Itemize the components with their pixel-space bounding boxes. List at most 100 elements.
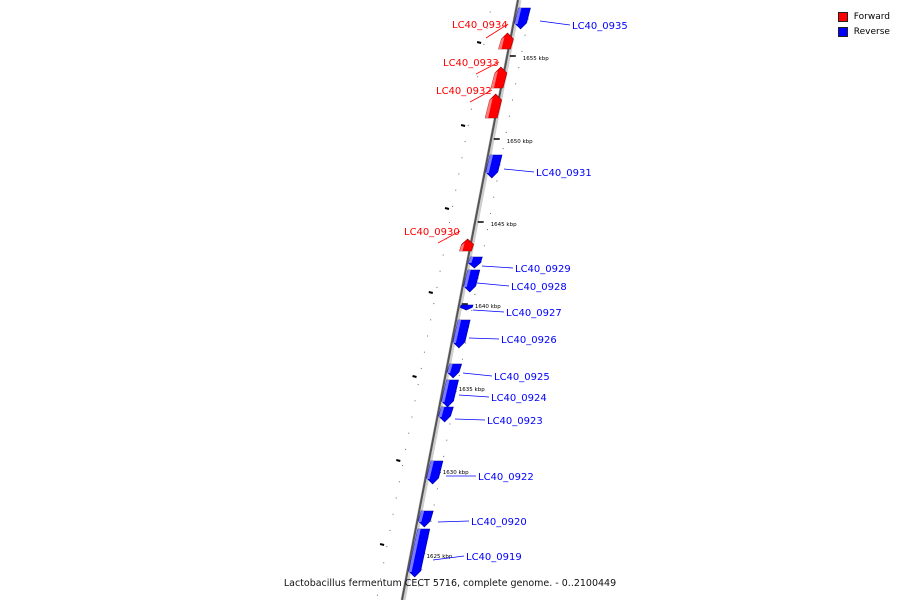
gene-name[interactable]: LC40_0934	[452, 20, 508, 31]
major-tick	[476, 41, 482, 44]
major-tick	[379, 543, 385, 546]
leader-line	[475, 61, 500, 75]
gene-label-LC40_0931[interactable]: LC40_0931	[503, 168, 592, 179]
gene-highlight	[426, 461, 434, 479]
gene-label-LC40_0920[interactable]: LC40_0920	[437, 517, 527, 528]
gene-label-LC40_0935[interactable]: LC40_0935	[539, 20, 628, 32]
gene-label-LC40_0919[interactable]: LC40_0919	[432, 552, 522, 563]
scale-label: 1645 kbp	[491, 222, 517, 228]
gene-label-LC40_0927[interactable]: LC40_0927	[472, 308, 562, 319]
gene-feature-LC40_0923[interactable]	[438, 406, 454, 423]
leader-line	[462, 372, 493, 377]
leader-line	[432, 555, 465, 561]
gene-feature-LC40_0928[interactable]	[463, 269, 481, 293]
gene-name[interactable]: LC40_0925	[494, 372, 550, 383]
gene-feature-LC40_0924[interactable]	[441, 379, 459, 408]
scale-label: 1650 kbp	[507, 139, 533, 145]
gene-name[interactable]: LC40_0919	[466, 552, 522, 563]
gene-highlight	[441, 380, 450, 402]
legend-forward[interactable]: Forward	[837, 9, 890, 24]
gene-feature-LC40_0932[interactable]	[484, 93, 502, 119]
gene-label-LC40_0932[interactable]: LC40_0932	[436, 86, 493, 103]
gene-name[interactable]: LC40_0924	[491, 393, 547, 404]
gene-label-LC40_0922[interactable]: LC40_0922	[446, 472, 534, 483]
leader-line	[539, 20, 571, 26]
leader-line	[437, 230, 461, 244]
gene-label-LC40_0923[interactable]: LC40_0923	[454, 416, 543, 427]
leader-line	[503, 168, 535, 173]
major-tick	[412, 375, 417, 378]
gene-feature-LC40_0929[interactable]	[468, 256, 483, 269]
gene-feature-LC40_0931[interactable]	[485, 154, 503, 179]
gene-feature-LC40_0925[interactable]	[446, 363, 463, 379]
gene-label-LC40_0928[interactable]: LC40_0928	[476, 282, 567, 293]
gene-labels[interactable]: LC40_0935 LC40_0934 LC40_0933 LC40_0932 LC40…	[404, 20, 628, 563]
gene-name[interactable]: LC40_0920	[471, 517, 527, 528]
gene-label-LC40_0933[interactable]: LC40_0933	[443, 58, 500, 75]
gene-name[interactable]: LC40_0933	[443, 58, 499, 69]
gene-body[interactable]	[408, 528, 431, 578]
gene-highlight	[447, 364, 453, 373]
gene-label-LC40_0925[interactable]: LC40_0925	[462, 372, 550, 383]
gene-label-LC40_0934[interactable]: LC40_0934	[452, 20, 509, 39]
gene-feature-LC40_0930[interactable]	[459, 238, 474, 252]
gene-name[interactable]: LC40_0927	[506, 308, 562, 319]
leader-line	[458, 394, 490, 398]
gene-label-LC40_0926[interactable]: LC40_0926	[468, 335, 557, 346]
leader-line	[468, 337, 500, 340]
gene-feature-LC40_0920[interactable]	[417, 510, 434, 528]
gene-feature-LC40_0926[interactable]	[452, 319, 471, 349]
scale-label: 1640 kbp	[475, 304, 501, 310]
tick-marks	[376, 11, 529, 596]
gene-name[interactable]: LC40_0926	[501, 335, 557, 346]
gene-feature-LC40_0935[interactable]	[514, 7, 531, 30]
gene-label-LC40_0930[interactable]: LC40_0930	[404, 227, 461, 244]
gene-name[interactable]: LC40_0922	[478, 472, 534, 483]
gene-label-LC40_0929[interactable]: LC40_0929	[481, 264, 571, 275]
gene-highlight	[485, 98, 493, 118]
gene-feature-LC40_0933[interactable]	[490, 66, 508, 89]
strand-legend: Forward Reverse	[837, 9, 890, 39]
gene-feature-LC40_0922[interactable]	[426, 460, 444, 485]
major-tick	[428, 291, 434, 294]
gene-feature-LC40_0919[interactable]	[408, 528, 431, 578]
legend-reverse[interactable]: Reverse	[837, 24, 890, 39]
scale-label: 1625 kbp	[427, 554, 453, 560]
gene-highlight	[418, 511, 425, 522]
gene-name[interactable]: LC40_0931	[536, 168, 592, 179]
gene-highlight	[408, 529, 421, 572]
major-tick	[460, 124, 466, 127]
gene-feature-LC40_0927[interactable]	[459, 304, 474, 311]
gene-name[interactable]: LC40_0932	[436, 86, 492, 97]
gene-feature-LC40_0934[interactable]	[498, 32, 514, 50]
forward-swatch	[837, 11, 848, 22]
gene-name[interactable]: LC40_0923	[487, 416, 543, 427]
gene-highlight	[490, 71, 498, 88]
gene-highlight	[463, 270, 471, 287]
gene-label-LC40_0924[interactable]: LC40_0924	[458, 393, 547, 404]
genome-caption: Lactobacillus fermentum CECT 5716, compl…	[283, 578, 617, 589]
gene-highlight	[498, 37, 505, 49]
reverse-swatch	[837, 26, 848, 37]
gene-highlight	[485, 155, 494, 173]
gene-features[interactable]	[408, 7, 531, 578]
gene-highlight	[514, 8, 522, 24]
scale-label: 1655 kbp	[523, 56, 549, 62]
major-tick	[444, 207, 450, 210]
gene-body[interactable]	[459, 304, 474, 311]
scale-label: 1630 kbp	[443, 470, 469, 476]
scale-label: 1635 kbp	[459, 387, 485, 393]
gene-highlight	[452, 320, 462, 343]
gene-highlight	[468, 257, 474, 263]
leader-line	[481, 265, 514, 269]
gene-name[interactable]: LC40_0935	[572, 21, 628, 32]
major-tick	[396, 459, 401, 462]
leader-line	[485, 23, 509, 39]
gene-highlight	[438, 407, 445, 417]
leader-line	[472, 309, 505, 313]
leader-line	[437, 520, 470, 523]
gene-name[interactable]: LC40_0929	[515, 264, 571, 275]
gene-name[interactable]: LC40_0928	[511, 282, 567, 293]
gene-name[interactable]: LC40_0930	[404, 227, 460, 238]
